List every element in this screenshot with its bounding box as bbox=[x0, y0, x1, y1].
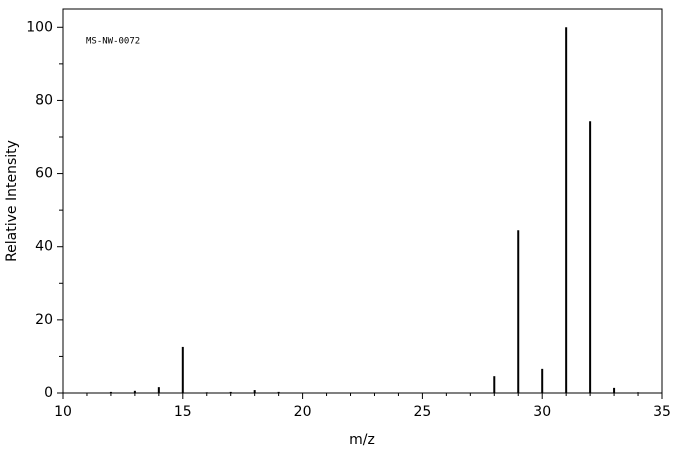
y-tick-label: 80 bbox=[35, 92, 53, 108]
y-tick-label: 40 bbox=[35, 239, 53, 255]
annotation: MS-NW-0072 bbox=[86, 37, 140, 47]
x-tick-label: 20 bbox=[294, 404, 312, 420]
x-tick-label: 25 bbox=[413, 404, 431, 420]
x-axis-label: m/z bbox=[349, 432, 375, 448]
x-tick-label: 35 bbox=[653, 404, 671, 420]
y-tick-label: 60 bbox=[35, 166, 53, 182]
x-tick-label: 15 bbox=[174, 404, 192, 420]
y-tick-label: 100 bbox=[26, 19, 53, 35]
y-axis-label: Relative Intensity bbox=[4, 140, 20, 262]
y-tick-label: 0 bbox=[44, 385, 53, 401]
plot-frame bbox=[62, 8, 663, 394]
y-tick-label: 20 bbox=[35, 312, 53, 328]
x-tick-label: 10 bbox=[54, 404, 72, 420]
x-tick-label: 30 bbox=[533, 404, 551, 420]
